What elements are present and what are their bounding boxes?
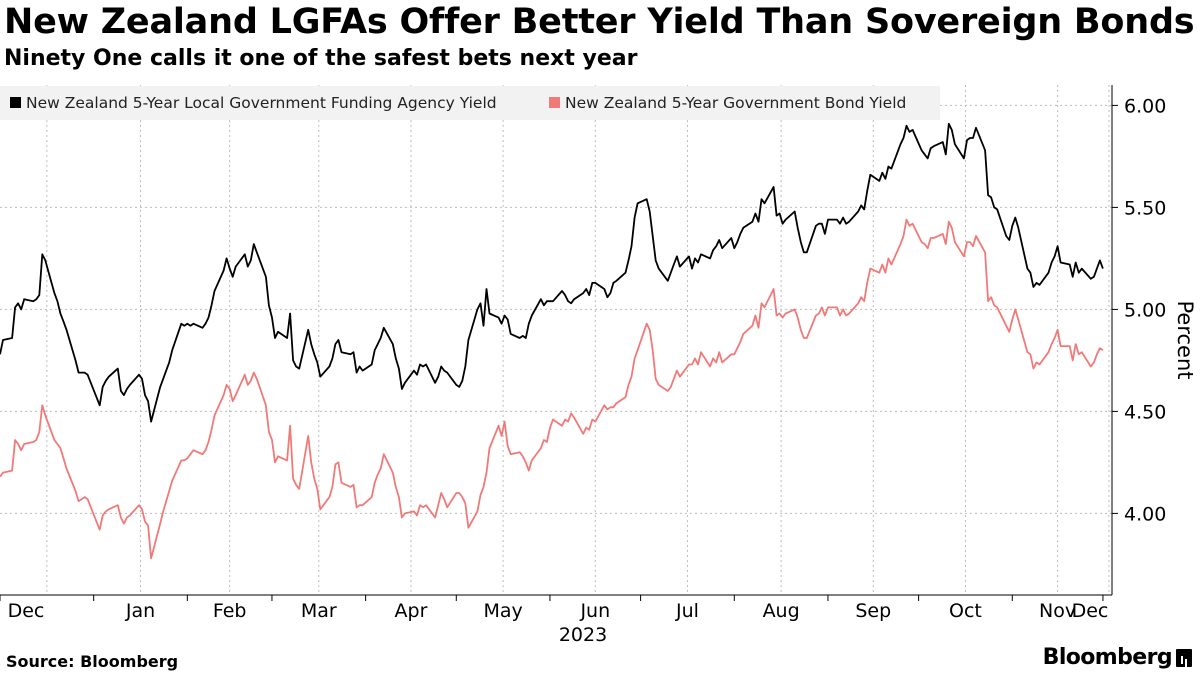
x-tick-label: Apr — [395, 600, 428, 622]
y-tick-label: 4.50 — [1124, 401, 1166, 423]
legend-label: New Zealand 5-Year Government Bond Yield — [565, 94, 906, 112]
x-tick-label: Mar — [301, 600, 337, 622]
x-tick-label: Jun — [579, 600, 610, 622]
y-axis-title: Percent — [1173, 300, 1197, 379]
legend-swatch — [10, 97, 21, 108]
x-tick-label: Nov — [1039, 600, 1076, 622]
x-tick-label: Dec — [8, 600, 45, 622]
series-lines — [0, 122, 1104, 560]
legend-label: New Zealand 5-Year Local Government Fund… — [26, 94, 497, 112]
grid-lines — [0, 85, 1112, 595]
series-line-govt-bond — [0, 218, 1104, 560]
y-tick-label: 5.50 — [1124, 197, 1166, 219]
year-label: 2023 — [559, 624, 607, 646]
source-note: Source: Bloomberg — [6, 652, 179, 671]
terminal-icon — [1176, 648, 1192, 667]
axes: 4.00 4.50 5.00 5.50 6.00 Dec Jan Feb Mar Apr May Ju… — [0, 85, 1197, 646]
chart-title: New Zealand LGFAs Offer Better Yield Tha… — [4, 2, 1195, 42]
chart-subtitle: Ninety One calls it one of the safest be… — [4, 46, 638, 71]
x-tick-label: Jul — [675, 600, 699, 622]
brand-logo: Bloomberg — [1043, 645, 1192, 670]
legend-swatch — [549, 97, 560, 108]
x-tick-label: May — [483, 600, 522, 622]
legend: New Zealand 5-Year Local Government Fund… — [0, 86, 940, 120]
x-tick-label: Sep — [855, 600, 891, 622]
series-line-lgfa — [0, 122, 1104, 423]
x-tick-label: Dec — [1072, 600, 1109, 622]
x-tick-label: Oct — [949, 600, 982, 622]
y-tick-label: 6.00 — [1124, 95, 1166, 117]
legend-box — [0, 86, 940, 120]
x-tick-label: Jan — [125, 600, 155, 622]
x-tick-label: Aug — [763, 600, 800, 622]
y-tick-label: 4.00 — [1124, 503, 1166, 525]
x-tick-label: Feb — [213, 600, 247, 622]
y-tick-label: 5.00 — [1124, 299, 1166, 321]
brand-wordmark: Bloomberg — [1042, 645, 1173, 670]
